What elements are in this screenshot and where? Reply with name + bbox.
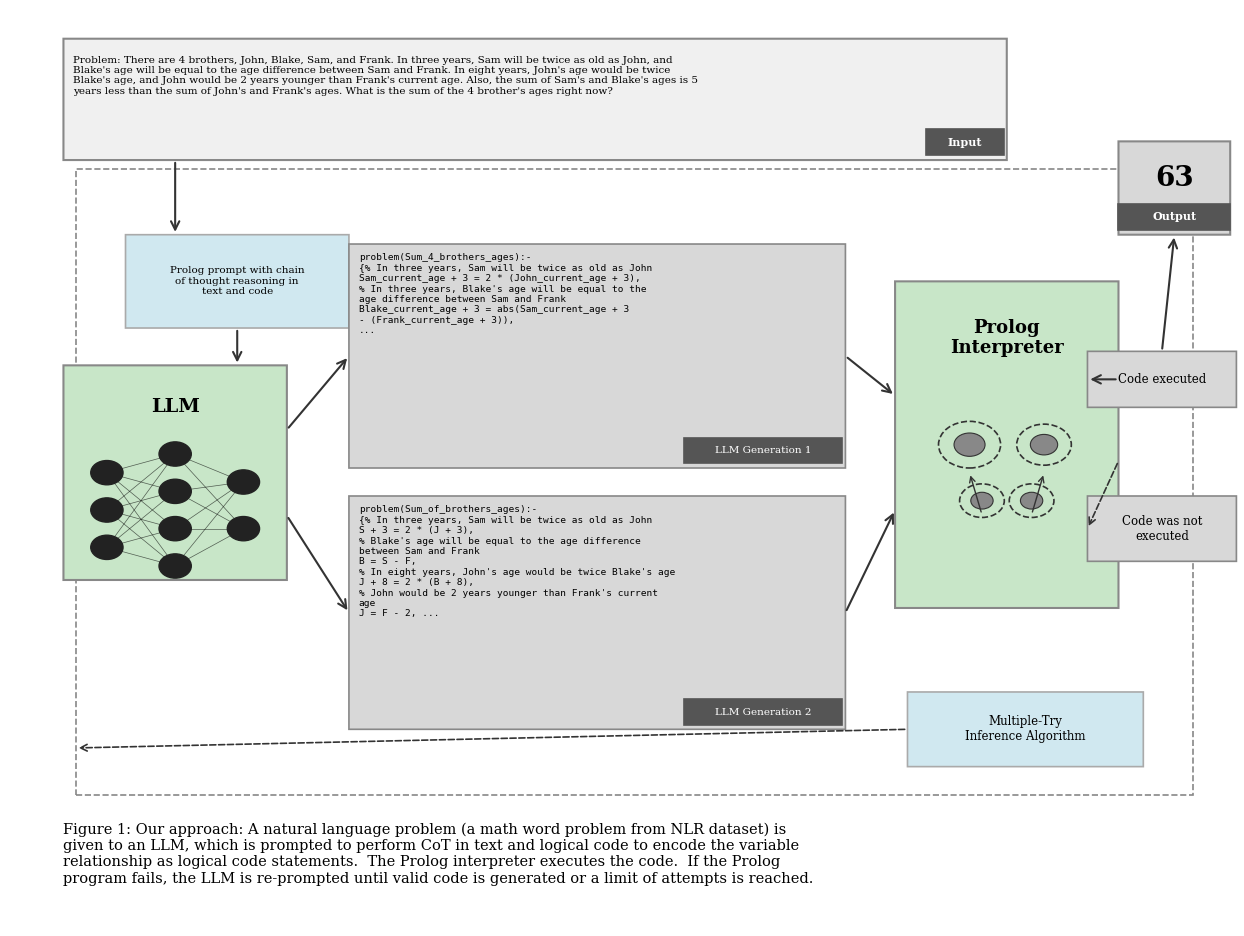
Circle shape [159, 479, 192, 504]
Circle shape [159, 554, 192, 578]
FancyBboxPatch shape [684, 699, 842, 724]
Circle shape [228, 470, 260, 494]
FancyBboxPatch shape [896, 282, 1118, 608]
Text: Problem: There are 4 brothers, John, Blake, Sam, and Frank. In three years, Sam : Problem: There are 4 brothers, John, Bla… [73, 55, 698, 95]
Text: Prolog prompt with chain
of thought reasoning in
text and code: Prolog prompt with chain of thought reas… [170, 267, 305, 297]
Text: Code was not
executed: Code was not executed [1122, 515, 1202, 543]
Text: LLM Generation 1: LLM Generation 1 [714, 446, 811, 455]
Text: problem(Sum_4_brothers_ages):-
{% In three years, Sam will be twice as old as Jo: problem(Sum_4_brothers_ages):- {% In thr… [358, 254, 652, 335]
FancyBboxPatch shape [1118, 204, 1230, 230]
Circle shape [228, 517, 260, 541]
Text: Output: Output [1152, 212, 1197, 223]
Circle shape [91, 461, 123, 485]
Circle shape [1020, 492, 1042, 509]
Text: Multiple-Try
Inference Algorithm: Multiple-Try Inference Algorithm [965, 715, 1086, 743]
Text: 63: 63 [1154, 165, 1194, 192]
Text: problem(Sum_of_brothers_ages):-
{% In three years, Sam will be twice as old as J: problem(Sum_of_brothers_ages):- {% In th… [358, 505, 675, 619]
FancyBboxPatch shape [1087, 496, 1237, 562]
FancyBboxPatch shape [63, 38, 1006, 160]
FancyBboxPatch shape [1087, 351, 1237, 407]
Text: Code executed: Code executed [1118, 373, 1205, 386]
Circle shape [159, 517, 192, 541]
Circle shape [91, 498, 123, 522]
FancyBboxPatch shape [348, 244, 846, 468]
Circle shape [91, 535, 123, 560]
FancyBboxPatch shape [126, 235, 348, 328]
FancyBboxPatch shape [907, 692, 1143, 767]
Text: LLM: LLM [151, 398, 199, 416]
Circle shape [159, 442, 192, 466]
Text: Figure 1: Our approach: A natural language problem (a math word problem from NLR: Figure 1: Our approach: A natural langua… [63, 823, 814, 885]
Text: LLM Generation 2: LLM Generation 2 [714, 708, 811, 717]
FancyBboxPatch shape [63, 365, 287, 580]
FancyBboxPatch shape [684, 438, 842, 463]
Text: Input: Input [948, 137, 983, 148]
FancyBboxPatch shape [348, 496, 846, 729]
Circle shape [970, 492, 993, 509]
FancyBboxPatch shape [1118, 141, 1230, 235]
Text: Prolog
Interpreter: Prolog Interpreter [950, 318, 1064, 358]
Circle shape [954, 433, 985, 457]
Circle shape [1030, 434, 1057, 455]
FancyBboxPatch shape [926, 129, 1004, 155]
